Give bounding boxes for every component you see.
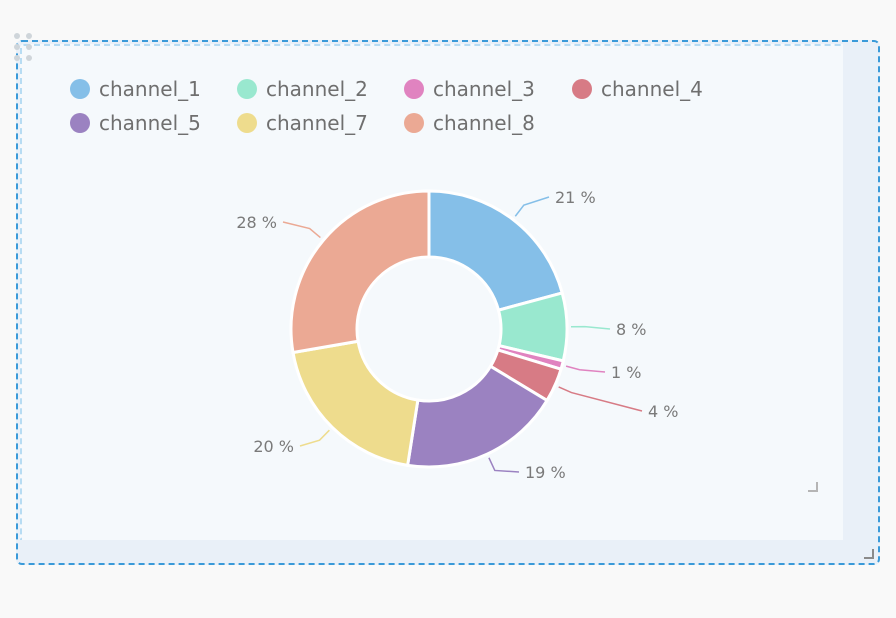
slice-channel_7[interactable] bbox=[291, 339, 420, 468]
slice-label-channel_3: 1 % bbox=[611, 363, 641, 382]
leader-line-channel_7 bbox=[299, 429, 330, 447]
slice-label-channel_7: 20 % bbox=[253, 437, 294, 456]
leader-line-channel_8 bbox=[282, 221, 321, 239]
legend-item-channel_5[interactable]: channel_5 bbox=[70, 111, 201, 135]
leader-line-channel_2 bbox=[570, 325, 611, 330]
drag-handle-icon[interactable] bbox=[14, 33, 34, 63]
legend-swatch bbox=[237, 79, 257, 99]
legend-label: channel_5 bbox=[99, 111, 201, 135]
leader-line-channel_3 bbox=[565, 365, 606, 373]
leader-line-channel_5 bbox=[488, 457, 520, 473]
legend-item-channel_7[interactable]: channel_7 bbox=[237, 111, 368, 135]
legend-label: channel_7 bbox=[266, 111, 368, 135]
legend-swatch bbox=[70, 113, 90, 133]
legend-label: channel_3 bbox=[433, 77, 535, 101]
slice-label-channel_1: 21 % bbox=[555, 188, 596, 207]
legend-label: channel_1 bbox=[99, 77, 201, 101]
legend-label: channel_2 bbox=[266, 77, 368, 101]
legend-item-channel_2[interactable]: channel_2 bbox=[237, 77, 368, 101]
legend-item-channel_8[interactable]: channel_8 bbox=[404, 111, 535, 135]
legend-item-channel_4[interactable]: channel_4 bbox=[572, 77, 703, 101]
legend-swatch bbox=[237, 113, 257, 133]
legend-swatch bbox=[404, 113, 424, 133]
chart-labels: 21 % 8 % 1 % 4 % 19 % 20 % 28 % bbox=[236, 188, 678, 482]
slice-label-channel_5: 19 % bbox=[525, 463, 566, 482]
legend-label: channel_4 bbox=[601, 77, 703, 101]
chart-slices bbox=[289, 189, 569, 469]
widget-resize-handle[interactable] bbox=[864, 549, 874, 559]
slice-label-channel_2: 8 % bbox=[616, 320, 646, 339]
leader-line-channel_4 bbox=[558, 386, 643, 412]
legend-label: channel_8 bbox=[433, 111, 535, 135]
slice-label-channel_4: 4 % bbox=[648, 402, 678, 421]
panel-resize-handle[interactable] bbox=[808, 482, 818, 492]
legend-item-channel_1[interactable]: channel_1 bbox=[70, 77, 201, 101]
legend-swatch bbox=[572, 79, 592, 99]
legend-item-channel_3[interactable]: channel_3 bbox=[404, 77, 535, 101]
slice-channel_8[interactable] bbox=[289, 189, 431, 355]
chart-legend: channel_1 channel_2 channel_3 channel_4chan… bbox=[70, 77, 703, 135]
leader-line-channel_1 bbox=[514, 196, 550, 217]
slice-channel_1[interactable] bbox=[427, 189, 565, 313]
slice-label-channel_8: 28 % bbox=[236, 213, 277, 232]
legend-swatch bbox=[404, 79, 424, 99]
legend-swatch bbox=[70, 79, 90, 99]
